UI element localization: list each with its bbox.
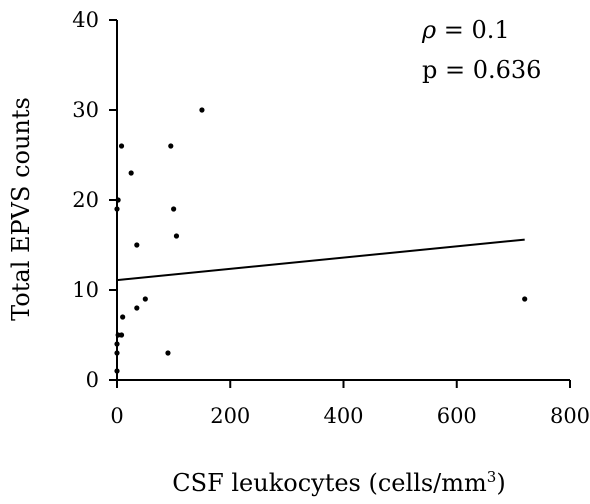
data-point	[114, 368, 120, 374]
x-axis-title: CSF leukocytes (cells/mm3)	[172, 468, 505, 497]
data-point	[522, 296, 528, 302]
data-point	[114, 350, 120, 356]
data-point	[199, 107, 205, 113]
data-point	[173, 233, 180, 239]
data-point	[114, 341, 120, 347]
correlation-annotation: ρ = 0.1 p = 0.636	[421, 16, 541, 84]
axis-labels: 0 200 400 600 800 0 10 20 30 40	[72, 8, 590, 428]
x-tick-label: 200	[210, 404, 250, 428]
rho-annotation: ρ = 0.1	[421, 16, 510, 44]
y-tick-label: 40	[72, 8, 99, 32]
rho-symbol: ρ	[421, 16, 436, 44]
x-tick-label: 600	[437, 404, 477, 428]
y-tick-label: 0	[86, 368, 99, 392]
data-point	[118, 332, 125, 338]
trendline	[116, 238, 525, 282]
x-tick-label: 400	[323, 404, 363, 428]
data-point	[134, 305, 140, 311]
data-point	[118, 143, 125, 149]
data-point	[134, 242, 140, 248]
x-tick-label: 0	[110, 404, 123, 428]
x-axis-title-superscript: 3	[487, 468, 497, 486]
data-point	[142, 296, 148, 302]
trendline-group	[116, 238, 525, 282]
x-axis-title-end: )	[496, 469, 505, 497]
data-point	[128, 170, 134, 176]
x-axis-title-text: CSF leukocytes (cells/mm	[172, 469, 487, 497]
x-tick-label: 800	[550, 404, 590, 428]
y-tick-label: 30	[72, 98, 99, 122]
data-point	[120, 314, 126, 320]
p-value-annotation: p = 0.636	[422, 56, 541, 84]
data-point	[114, 206, 120, 212]
data-point	[165, 350, 171, 356]
rho-value: = 0.1	[436, 16, 510, 44]
data-point	[168, 143, 174, 149]
data-point	[171, 206, 177, 212]
y-axis-title: Total EPVS counts	[7, 97, 35, 321]
data-points	[114, 107, 528, 374]
data-point	[115, 197, 121, 203]
y-tick-label: 10	[72, 278, 99, 302]
y-tick-label: 20	[72, 188, 99, 212]
